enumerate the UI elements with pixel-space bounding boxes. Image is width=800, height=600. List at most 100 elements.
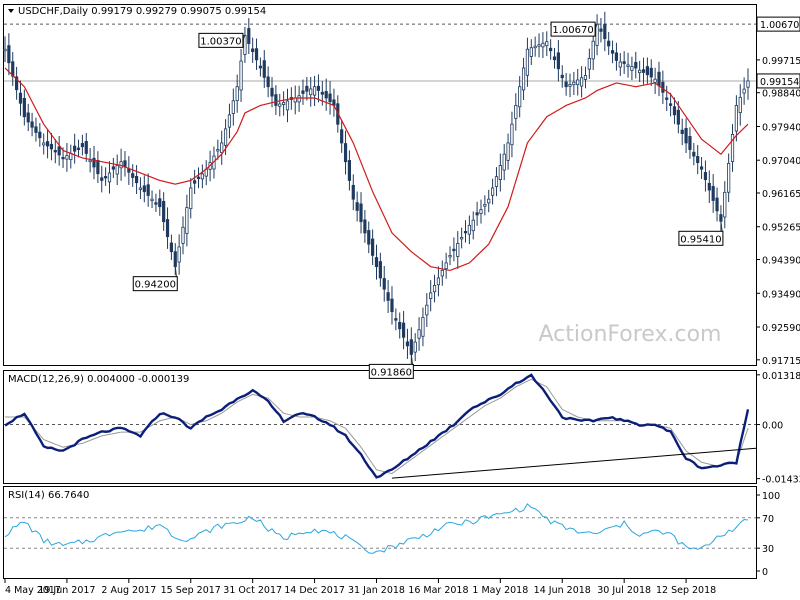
price-candle-body <box>564 81 568 88</box>
price-candle-body <box>355 202 359 211</box>
price-candle-body <box>251 48 255 53</box>
price-candle-body <box>730 134 735 162</box>
price-candle-body <box>672 106 677 116</box>
price-candle-body <box>579 77 584 87</box>
rsi-y-tick-label: 70 <box>762 514 774 525</box>
price-candle-body <box>347 160 352 181</box>
price-candle-body <box>131 173 135 178</box>
price-candle-body <box>189 187 193 210</box>
macd-panel <box>4 373 757 479</box>
price-candle-body <box>270 87 274 97</box>
x-axis-label: 30 Jul 2018 <box>597 585 651 596</box>
price-y-tick-label: 0.97040 <box>762 156 800 167</box>
price-candle-body <box>328 93 332 103</box>
price-candle-body <box>285 100 290 111</box>
annotation-box <box>132 276 178 292</box>
price-candle-body <box>26 112 30 123</box>
price-candle-body <box>57 146 61 156</box>
price-candle-body <box>363 219 367 234</box>
price-candle-body <box>498 165 502 180</box>
price-candle-body <box>223 128 228 146</box>
price-candle-body <box>638 69 642 74</box>
price-candle-body <box>440 270 444 277</box>
price-candle-body <box>100 177 104 181</box>
price-candle-body <box>641 69 646 73</box>
price-candle-body <box>572 81 576 86</box>
macd-signal-line <box>5 378 749 475</box>
price-candle-body <box>487 198 491 204</box>
price-candle-body <box>359 203 363 223</box>
price-candle-body <box>18 92 23 104</box>
price-candle-body <box>38 131 42 139</box>
x-axis-label: 14 Dec 2017 <box>284 585 345 596</box>
price-y-tick-label: 0.93490 <box>762 289 800 300</box>
price-candle-body <box>169 242 174 253</box>
rsi-y-tick-label: 0 <box>762 567 768 578</box>
price-candle-body <box>591 40 595 60</box>
price-candle-body <box>549 47 553 52</box>
price-candle-body <box>494 176 499 187</box>
price-candle-body <box>92 157 96 168</box>
price-candle-body <box>432 285 437 293</box>
price-candle-body <box>96 160 100 175</box>
rsi-panel <box>4 503 756 554</box>
price-candle-body <box>34 126 38 133</box>
price-candle-body <box>278 103 282 107</box>
macd-label: MACD(12,26,9) 0.004000 -0.000139 <box>8 374 189 385</box>
price-candle-body <box>525 48 530 76</box>
price-candle-body <box>715 197 719 212</box>
price-candle-body <box>193 180 197 184</box>
price-candle-body <box>301 90 305 94</box>
x-axis-label: 31 Jan 2018 <box>348 585 405 596</box>
price-candle-body <box>448 255 452 258</box>
price-y-tick-label: 0.94390 <box>762 256 800 267</box>
price-candle-body <box>107 172 112 183</box>
price-candle-body <box>374 257 379 268</box>
macd-y-tick-label: 0.013184 <box>762 371 800 382</box>
price-candle-body <box>510 123 514 146</box>
price-candle-body <box>247 28 251 44</box>
price-panel: 1.00370 1.00670 0.94200 0.91860 0.95410 <box>3 11 756 379</box>
price-candle-body <box>607 40 611 47</box>
price-candle-body <box>297 95 301 103</box>
price-candle-body <box>545 41 549 47</box>
price-candle-body <box>239 60 243 91</box>
price-candle-body <box>421 317 425 337</box>
price-candle-body <box>371 238 375 256</box>
price-candle-body <box>235 86 239 101</box>
annotation-label: 0.91860 <box>371 367 412 378</box>
price-candle-body <box>518 86 522 108</box>
price-candle-body <box>61 156 65 160</box>
rsi-line <box>4 503 749 554</box>
price-candle-body <box>173 251 177 268</box>
price-candle-body <box>583 75 588 80</box>
price-candle-body <box>3 48 7 52</box>
price-candle-body <box>502 153 506 171</box>
rsi-y-tick-label: 30 <box>762 544 774 555</box>
price-candle-body <box>688 136 692 150</box>
price-candle-body <box>645 66 649 76</box>
resistance-price-tag: 1.00670 <box>760 20 799 31</box>
price-candle-body <box>630 66 634 71</box>
price-candle-body <box>723 191 727 218</box>
price-candle-body <box>537 44 541 47</box>
price-candle-body <box>471 219 475 232</box>
price-candle-body <box>386 292 390 301</box>
dropdown-triangle-icon[interactable] <box>8 9 14 13</box>
price-candle-body <box>216 149 220 152</box>
price-candle-body <box>405 341 410 347</box>
price-candle-body <box>146 184 150 196</box>
macd-y-tick-label: 0.00 <box>762 421 783 432</box>
price-candle-body <box>680 129 684 134</box>
price-candle-body <box>576 79 580 86</box>
price-candle-body <box>626 64 630 67</box>
price-candle-body <box>343 143 348 163</box>
price-candle-body <box>134 175 139 184</box>
price-candle-body <box>266 76 270 88</box>
price-candle-body <box>185 207 189 234</box>
price-candle-body <box>150 198 154 202</box>
annotation-label: 0.94200 <box>135 280 176 291</box>
price-candle-body <box>603 23 607 40</box>
price-y-tick-label: 0.95265 <box>762 223 800 234</box>
x-axis-label: 14 Jun 2018 <box>534 585 591 596</box>
